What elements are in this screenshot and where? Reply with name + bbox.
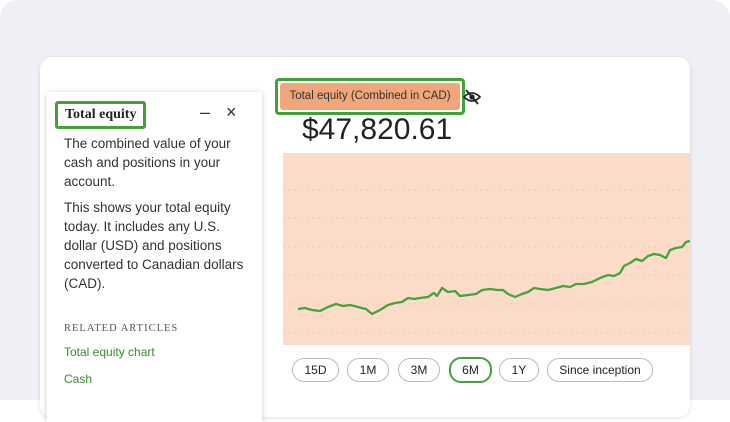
article-link[interactable]: Cash (64, 372, 93, 386)
equity-chart (283, 153, 690, 345)
range-button[interactable]: 1Y (499, 358, 539, 382)
range-button[interactable]: 3M (398, 358, 440, 382)
article-link[interactable]: Total equity chart (64, 345, 155, 359)
equity-line (297, 239, 690, 316)
chart-area (283, 153, 690, 345)
hide-icon[interactable] (463, 89, 481, 105)
range-button[interactable]: 15D (292, 358, 339, 382)
paragraph: The combined value of your cash and posi… (64, 136, 231, 189)
equity-amount: $47,820.61 (302, 113, 453, 146)
equity-label[interactable]: Total equity (Combined in CAD) (280, 83, 460, 110)
body: Total equity – × The combined value of y… (0, 0, 730, 400)
help-panel: Total equity – × The combined value of y… (47, 92, 262, 422)
panel-title: Total equity (55, 101, 147, 129)
range-button[interactable]: 1M (347, 358, 389, 382)
close-button[interactable]: × (226, 102, 237, 122)
paragraph: This shows your total equity today. It i… (64, 200, 244, 291)
range-button[interactable]: Since inception (547, 358, 653, 382)
minimize-button[interactable]: – (200, 102, 211, 122)
range-button-selected[interactable]: 6M (449, 357, 492, 383)
highlight: Total equity (Combined in CAD) (275, 78, 465, 115)
related-heading: RELATED ARTICLES (64, 323, 179, 334)
page: {"help_panel": {"title": "Total equity",… (0, 0, 730, 400)
